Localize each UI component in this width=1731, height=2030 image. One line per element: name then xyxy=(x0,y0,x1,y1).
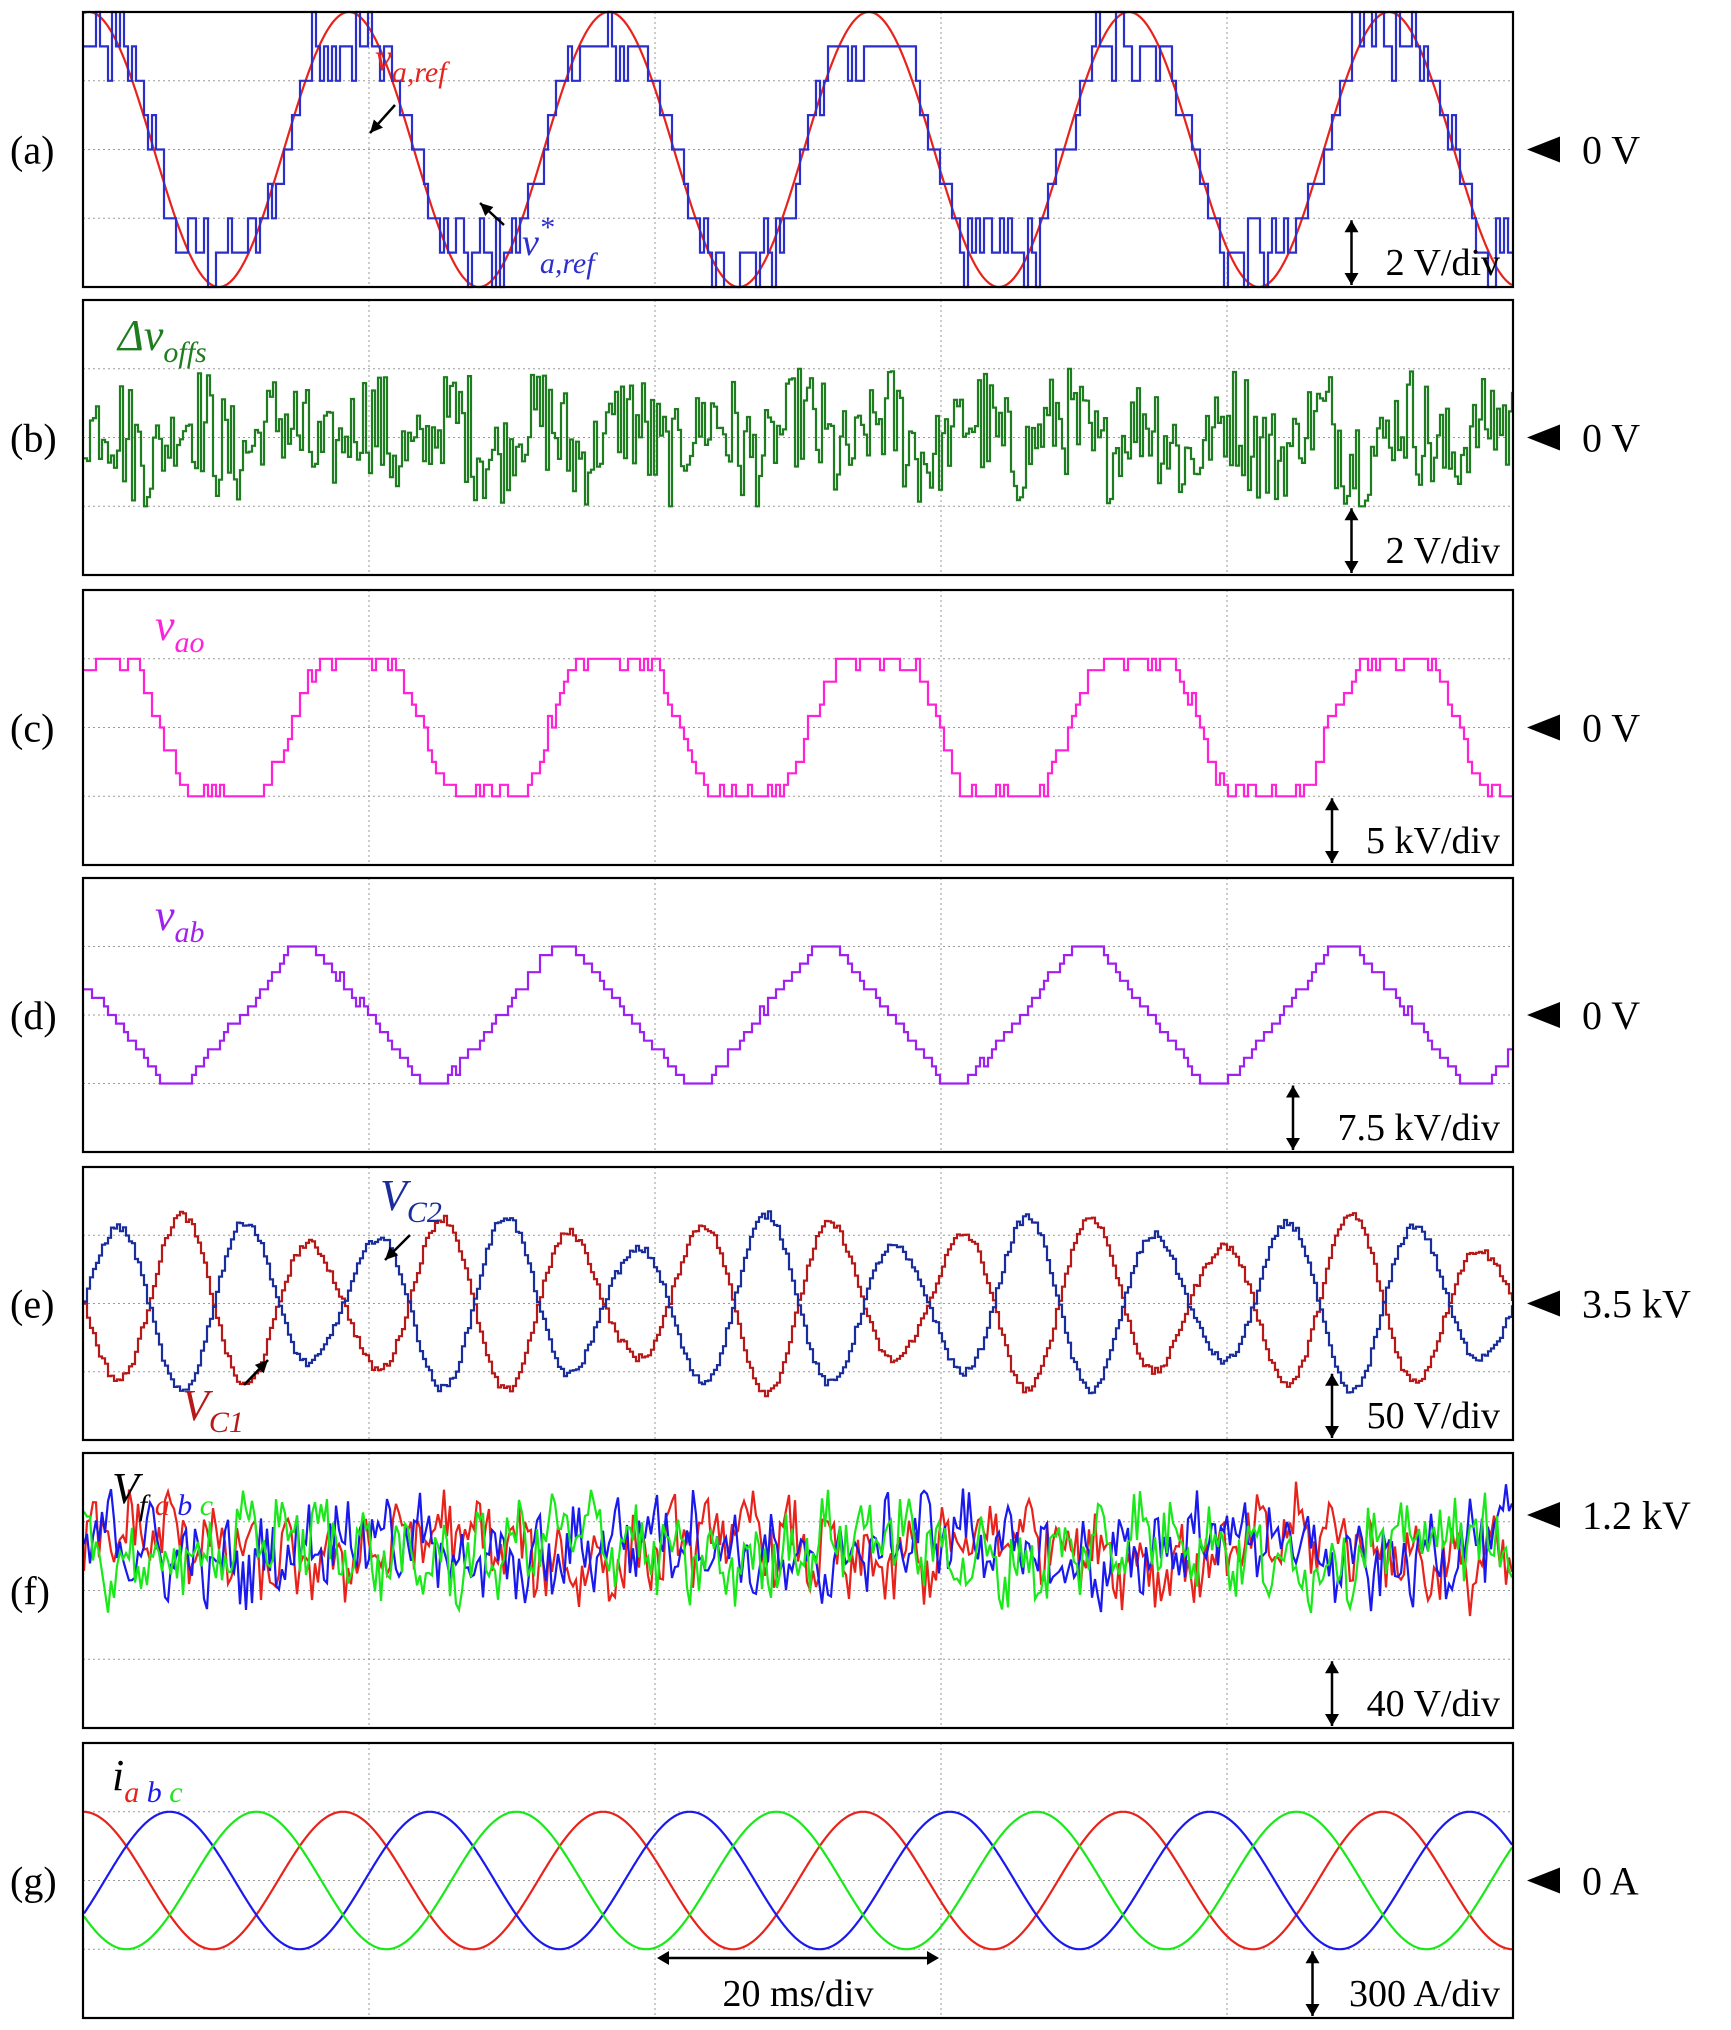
panel-frame xyxy=(81,10,1515,289)
trace-V_fc xyxy=(83,1489,1514,1614)
series-annotation: vao xyxy=(155,601,205,659)
marker-arrow-icon xyxy=(1527,424,1560,451)
marker-arrow-icon xyxy=(1527,136,1560,163)
panel-label: (g) xyxy=(10,1859,57,1904)
trace-v*_a,ref xyxy=(84,10,1512,289)
panel-b: (b) 0 V 2 V/div Δvoffs xyxy=(10,298,1640,577)
panel-frame xyxy=(81,1741,1515,2020)
marker-arrow-icon xyxy=(1527,1002,1560,1028)
trace-V_fb xyxy=(82,1484,1514,1613)
scale-label: 7.5 kV/div xyxy=(1337,1107,1500,1149)
panel-label: (e) xyxy=(10,1282,54,1327)
panel-a: (a) 0 V 2 V/div va,ref v* a,ref xyxy=(10,10,1640,289)
reference-marker: 0 A xyxy=(1582,1859,1639,1904)
scale-label: 5 kV/div xyxy=(1366,820,1500,862)
panel-frame xyxy=(81,298,1515,577)
trace-i_c xyxy=(83,1810,1513,1951)
reference-marker: 0 V xyxy=(1582,416,1640,461)
series-annotation: Vf a b c xyxy=(112,1464,213,1522)
scale-label: 300 A/div xyxy=(1349,1973,1500,2015)
time-scale-label: 20 ms/div xyxy=(723,1973,874,2015)
reference-marker: 0 V xyxy=(1582,993,1640,1038)
panel-frame xyxy=(81,588,1515,867)
trace-v_ab xyxy=(84,945,1512,1085)
panel-label: (f) xyxy=(10,1569,50,1614)
scale-label: 50 V/div xyxy=(1367,1395,1500,1437)
panel-label: (a) xyxy=(10,128,54,173)
panel-frame xyxy=(81,876,1515,1154)
reference-marker: 0 V xyxy=(1582,128,1640,173)
marker-arrow-icon xyxy=(1527,1290,1560,1317)
panel-e: (e) 3.5 kV 50 V/div VC2 VC1 xyxy=(10,1165,1691,1442)
series-annotation: VC1 xyxy=(182,1381,244,1439)
series-annotation: ia b c xyxy=(112,1751,183,1809)
panel-frame xyxy=(81,1451,1515,1730)
trace-v_a,ref xyxy=(83,10,1513,289)
reference-marker: 0 V xyxy=(1582,706,1640,751)
series-annotation: vab xyxy=(155,891,205,949)
panel-label: (b) xyxy=(10,416,57,461)
scale-label: 2 V/div xyxy=(1386,242,1500,284)
panel-g: (g) 0 A 300 A/div ia b c 20 ms/div xyxy=(10,1741,1639,2020)
marker-arrow-icon xyxy=(1527,714,1560,741)
panel-label: (d) xyxy=(10,993,57,1038)
marker-arrow-icon xyxy=(1527,1502,1560,1528)
panel-frame xyxy=(81,1165,1515,1442)
panel-f: (f) 1.2 kV 40 V/div Vf a b c xyxy=(10,1451,1691,1730)
series-annotation: v* a,ref xyxy=(522,211,598,280)
series-annotation: Δvoffs xyxy=(116,311,207,369)
trace-V_C2 xyxy=(84,1210,1514,1395)
trace-Δv_offs xyxy=(84,367,1514,508)
panel-c: (c) 0 V 5 kV/div vao xyxy=(10,588,1640,867)
scale-label: 40 V/div xyxy=(1367,1683,1500,1725)
trace-i_a xyxy=(84,1810,1512,1951)
marker-arrow-icon xyxy=(1527,1867,1560,1894)
reference-marker: 3.5 kV xyxy=(1582,1282,1691,1327)
trace-v_ao xyxy=(84,657,1512,798)
trace-i_b xyxy=(83,1810,1513,1951)
reference-marker: 1.2 kV xyxy=(1582,1493,1691,1538)
scale-label: 2 V/div xyxy=(1386,530,1500,572)
series-annotation: VC2 xyxy=(380,1171,442,1229)
series-annotation: va,ref xyxy=(375,37,450,89)
panel-label: (c) xyxy=(10,706,54,751)
panel-d: (d) 0 V 7.5 kV/div vab xyxy=(10,876,1640,1154)
